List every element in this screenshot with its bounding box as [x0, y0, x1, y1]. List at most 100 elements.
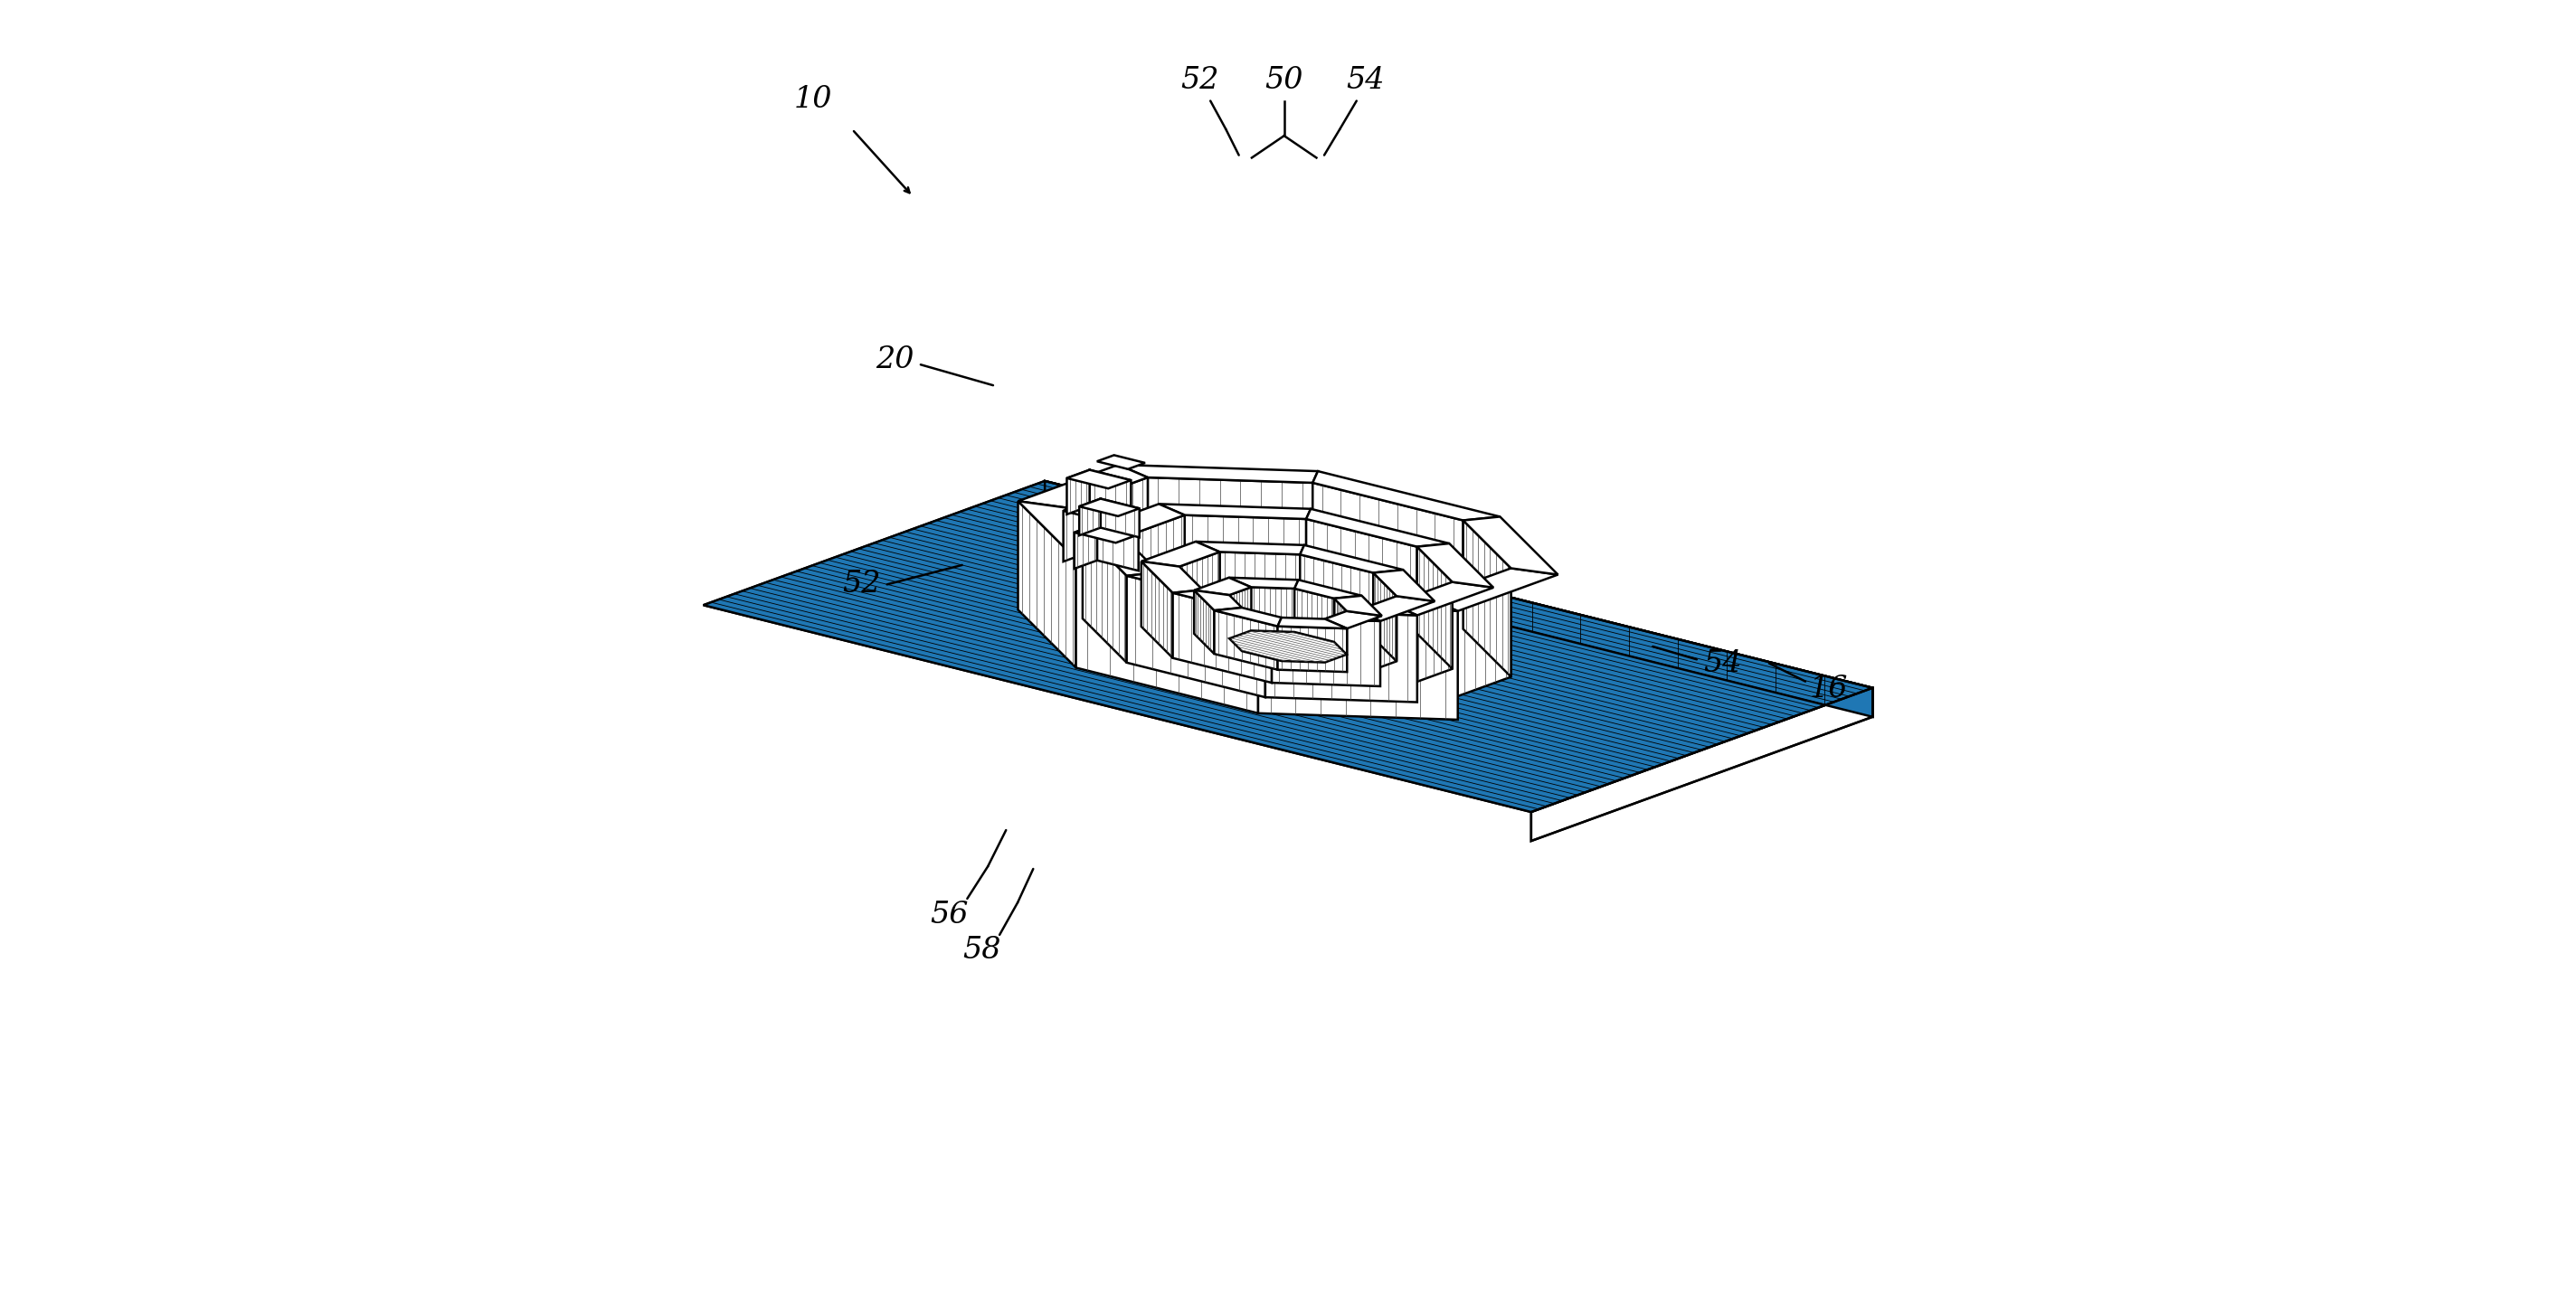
- Text: 20: 20: [876, 345, 914, 374]
- Polygon shape: [1373, 573, 1396, 661]
- Polygon shape: [1358, 596, 1396, 676]
- Polygon shape: [1391, 582, 1453, 690]
- Polygon shape: [1180, 552, 1218, 632]
- Polygon shape: [1066, 469, 1090, 515]
- Polygon shape: [1229, 631, 1347, 662]
- Polygon shape: [1213, 610, 1278, 670]
- Text: 56: 56: [930, 901, 969, 930]
- Polygon shape: [1149, 477, 1314, 591]
- Polygon shape: [1046, 481, 1873, 716]
- Polygon shape: [1301, 555, 1373, 637]
- Polygon shape: [1417, 547, 1453, 668]
- Polygon shape: [1082, 531, 1126, 662]
- Text: 10: 10: [793, 85, 832, 114]
- Polygon shape: [1195, 542, 1303, 555]
- Polygon shape: [1159, 504, 1311, 518]
- Polygon shape: [1265, 600, 1417, 615]
- Polygon shape: [1463, 520, 1512, 676]
- Polygon shape: [1018, 502, 1077, 667]
- Polygon shape: [1064, 502, 1131, 522]
- Polygon shape: [1273, 618, 1381, 687]
- Polygon shape: [1097, 524, 1139, 570]
- Polygon shape: [1252, 587, 1296, 632]
- Polygon shape: [1018, 464, 1149, 508]
- Polygon shape: [1334, 599, 1347, 654]
- Polygon shape: [1314, 482, 1463, 628]
- Polygon shape: [1195, 591, 1213, 654]
- Polygon shape: [1077, 559, 1257, 714]
- Polygon shape: [1530, 688, 1873, 840]
- Polygon shape: [1252, 587, 1296, 632]
- Polygon shape: [1097, 455, 1146, 469]
- Polygon shape: [703, 481, 1873, 812]
- Polygon shape: [1118, 464, 1319, 482]
- Text: 50: 50: [1265, 66, 1303, 94]
- Polygon shape: [1301, 555, 1373, 637]
- Polygon shape: [1082, 531, 1126, 662]
- Text: 54: 54: [1347, 66, 1386, 94]
- Text: 52: 52: [842, 570, 881, 599]
- Polygon shape: [1064, 477, 1149, 617]
- Polygon shape: [1257, 593, 1458, 612]
- Polygon shape: [1296, 579, 1363, 599]
- Polygon shape: [1417, 547, 1453, 668]
- Polygon shape: [1229, 631, 1347, 662]
- Polygon shape: [1141, 561, 1172, 658]
- Polygon shape: [1463, 520, 1512, 676]
- Polygon shape: [1180, 552, 1218, 632]
- Polygon shape: [1079, 499, 1100, 535]
- Polygon shape: [1229, 578, 1298, 588]
- Polygon shape: [1417, 543, 1494, 587]
- Polygon shape: [1149, 477, 1314, 591]
- Polygon shape: [1391, 582, 1494, 615]
- Polygon shape: [1265, 610, 1417, 702]
- Polygon shape: [1082, 504, 1185, 538]
- Polygon shape: [1391, 582, 1453, 690]
- Polygon shape: [1306, 509, 1450, 547]
- Polygon shape: [1427, 568, 1558, 612]
- Polygon shape: [1018, 502, 1113, 559]
- Polygon shape: [1195, 578, 1252, 595]
- Polygon shape: [1126, 575, 1265, 697]
- Polygon shape: [1066, 469, 1131, 489]
- Polygon shape: [1141, 561, 1172, 658]
- Polygon shape: [1314, 482, 1463, 628]
- Polygon shape: [1195, 591, 1242, 610]
- Polygon shape: [1079, 499, 1100, 535]
- Text: 58: 58: [963, 936, 999, 965]
- Polygon shape: [1296, 588, 1334, 641]
- Polygon shape: [1126, 573, 1270, 610]
- Polygon shape: [1172, 590, 1275, 618]
- Polygon shape: [1257, 605, 1458, 720]
- Polygon shape: [1314, 471, 1499, 520]
- Polygon shape: [1358, 596, 1435, 621]
- Polygon shape: [1213, 608, 1280, 626]
- Polygon shape: [1257, 605, 1458, 720]
- Polygon shape: [1087, 502, 1131, 564]
- Text: 54: 54: [1703, 649, 1741, 678]
- Polygon shape: [1141, 542, 1218, 566]
- Text: 52: 52: [1180, 66, 1218, 94]
- Polygon shape: [1066, 469, 1090, 515]
- Polygon shape: [1077, 559, 1257, 714]
- Polygon shape: [1018, 502, 1077, 667]
- Polygon shape: [1306, 518, 1417, 634]
- Polygon shape: [1373, 570, 1435, 601]
- Polygon shape: [1123, 515, 1185, 625]
- Polygon shape: [1273, 618, 1381, 687]
- Polygon shape: [1087, 502, 1131, 564]
- Polygon shape: [1229, 587, 1252, 639]
- Polygon shape: [1358, 596, 1396, 676]
- Polygon shape: [1229, 587, 1252, 639]
- Polygon shape: [1185, 515, 1306, 606]
- Polygon shape: [1074, 524, 1097, 569]
- Polygon shape: [1172, 593, 1273, 683]
- Polygon shape: [703, 481, 1873, 812]
- Polygon shape: [1074, 524, 1139, 543]
- Polygon shape: [1213, 610, 1278, 670]
- Polygon shape: [1077, 556, 1262, 605]
- Polygon shape: [1046, 481, 1873, 716]
- Polygon shape: [1141, 561, 1203, 593]
- Polygon shape: [1278, 618, 1347, 628]
- Polygon shape: [1463, 517, 1558, 574]
